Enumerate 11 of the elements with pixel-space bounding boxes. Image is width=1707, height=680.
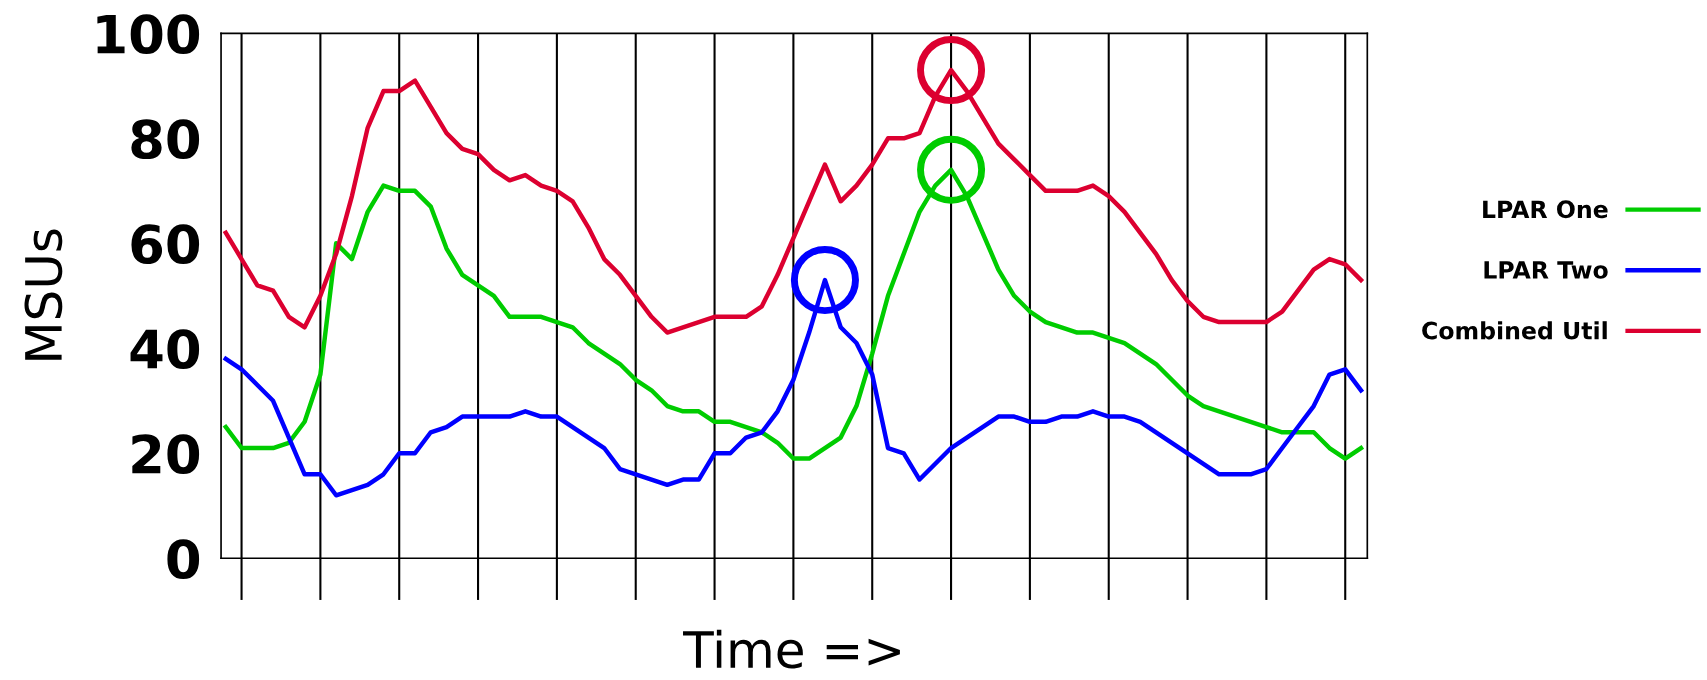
y-tick-label: 100 [97, 14, 200, 55]
y-tick-label: 20 [132, 434, 200, 475]
y-tick-label: 40 [130, 329, 200, 370]
y-tick-label: 60 [131, 224, 200, 265]
y-tick-label: 80 [131, 119, 200, 160]
x-axis-title: Time => [683, 629, 900, 669]
y-axis-title: MSUs [24, 229, 63, 360]
legend-label: LPAR Two [1484, 261, 1608, 279]
legend-label: Combined Util [1422, 321, 1607, 340]
y-tick-label: 0 [167, 539, 200, 580]
legend-label: LPAR One [1483, 200, 1608, 219]
